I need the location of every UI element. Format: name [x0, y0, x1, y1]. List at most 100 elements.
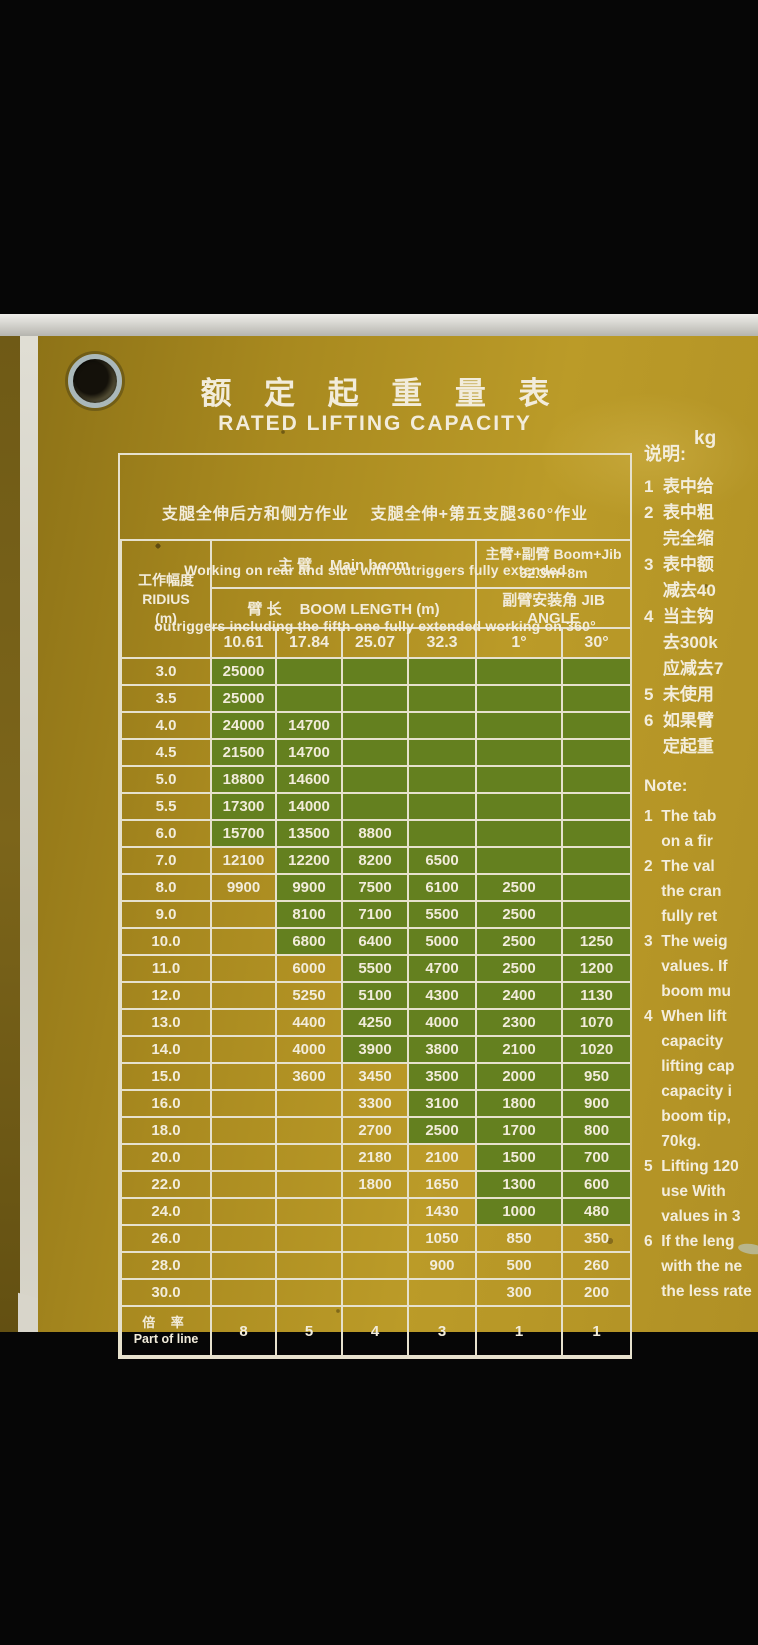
capacity-cell: 6400 [341, 927, 409, 956]
capacity-cell: 4400 [275, 1008, 343, 1037]
capacity-cell [561, 738, 633, 767]
capacity-cell: 1430 [406, 1197, 478, 1226]
capacity-cell: 500 [475, 1251, 564, 1280]
capacity-cell [275, 1197, 343, 1226]
boom-length-en: BOOM LENGTH (m) [299, 600, 440, 618]
capacity-cell [475, 711, 564, 740]
radius-header-zh: 工作幅度 [138, 571, 194, 588]
capacity-cell: 1000 [475, 1197, 564, 1226]
note-line-en: 70kg. [644, 1133, 701, 1150]
capacity-cell [210, 1278, 277, 1307]
capacity-cell: 2400 [475, 981, 564, 1010]
column-values-row: 10.61 17.84 25.07 32.3 1° 30° [121, 627, 633, 659]
capacity-cell [406, 765, 478, 794]
note-line-en: 3 The weig [644, 933, 728, 950]
capacity-cell [341, 792, 409, 821]
capacity-cell: 3800 [406, 1035, 478, 1064]
table-row: 3.0 25000 [120, 657, 633, 686]
capacity-cell [275, 1278, 343, 1307]
capacity-cell: 3900 [341, 1035, 409, 1064]
note-line-zh: 1 表中给 [644, 477, 714, 496]
capacity-cell [341, 765, 409, 794]
note-line-zh: 去300k [644, 633, 718, 652]
mounting-hole [68, 354, 122, 408]
radius-cell: 24.0 [120, 1197, 212, 1226]
capacity-cell: 1800 [341, 1170, 409, 1199]
capacity-cell [341, 711, 409, 740]
capacity-cell [475, 657, 564, 686]
capacity-cell [210, 1116, 277, 1145]
capacity-cell: 950 [561, 1062, 633, 1091]
capacity-cell [210, 1224, 277, 1253]
note-line-zh: 5 未使用 [644, 685, 714, 704]
jib-angle-zh: 副臂安装角 [502, 592, 578, 609]
note-line-zh: 应减去7 [644, 659, 724, 678]
main-boom-en: Main boom [330, 556, 410, 574]
note-line-en: boom tip, [644, 1108, 731, 1125]
capacity-cell [561, 657, 633, 686]
capacity-cell: 5500 [406, 900, 478, 929]
radius-cell: 10.0 [120, 927, 212, 956]
note-line-en: the less rate [644, 1283, 752, 1300]
boom-length-zh: 臂 长 [247, 600, 282, 618]
capacity-cell: 7100 [341, 900, 409, 929]
capacity-cell: 900 [406, 1251, 478, 1280]
capacity-cell [561, 792, 633, 821]
capacity-cell: 8100 [275, 900, 343, 929]
capacity-cell [561, 765, 633, 794]
note-line-zh: 6 如果臂 [644, 711, 714, 730]
capacity-cell: 4700 [406, 954, 478, 983]
jib-angle-en: JIB ANGLE [527, 592, 605, 627]
radius-cell: 5.0 [120, 765, 212, 794]
table-row: 11.0 6000 5500 4700 2500 1200 [120, 954, 633, 983]
capacity-cell: 1650 [406, 1170, 478, 1199]
radius-cell: 3.5 [120, 684, 212, 713]
table-row: 24.0 1430 1000 480 [120, 1197, 633, 1226]
table-row: 7.0 12100 12200 8200 6500 [120, 846, 633, 875]
capacity-cell [210, 1170, 277, 1199]
table-row: 8.0 9900 9900 7500 6100 2500 [120, 873, 633, 902]
note-line-en: capacity i [644, 1083, 732, 1100]
radius-header-en: RIDIUS [142, 590, 190, 607]
notes-panel: 说明: 1 表中给 2 表中粗 完全缩 3 表中额 减去40 4 当主钩 去300k … [644, 336, 758, 1300]
capacity-cell [406, 792, 478, 821]
capacity-cell: 2500 [406, 1116, 478, 1145]
capacity-cell: 6500 [406, 846, 478, 875]
capacity-cell [275, 1143, 343, 1172]
capacity-cell: 600 [561, 1170, 633, 1199]
radius-cell: 12.0 [120, 981, 212, 1010]
capacity-cell: 2500 [475, 900, 564, 929]
capacity-cell [210, 1251, 277, 1280]
capacity-cell: 2500 [475, 873, 564, 902]
capacity-cell [561, 873, 633, 902]
statement-zh: 支腿全伸后方和侧方作业 支腿全伸+第五支腿360°作业 [161, 506, 589, 523]
capacity-cell: 4250 [341, 1008, 409, 1037]
capacity-cell [275, 1251, 343, 1280]
capacity-cell: 2180 [341, 1143, 409, 1172]
capacity-table-head: 工作幅度 RIDIUS (m) 主 臂 Main boom 主臂+副臂 Boom+… [120, 539, 633, 659]
capacity-table: 工作幅度 RIDIUS (m) 主 臂 Main boom 主臂+副臂 Boom+… [120, 539, 633, 1357]
capacity-cell: 14000 [275, 792, 343, 821]
capacity-cell: 14600 [275, 765, 343, 794]
capacity-cell [406, 684, 478, 713]
capacity-cell: 3600 [275, 1062, 343, 1091]
radius-cell: 26.0 [120, 1224, 212, 1253]
table-row: 10.0 6800 6400 5000 2500 1250 [120, 927, 633, 956]
radius-cell: 14.0 [120, 1035, 212, 1064]
page-title-en: RATED LIFTING CAPACITY [218, 412, 532, 435]
capacity-cell: 18800 [210, 765, 277, 794]
capacity-cell: 900 [561, 1089, 633, 1118]
plate-left-edge [20, 336, 38, 1332]
capacity-cell [475, 765, 564, 794]
capacity-cell: 17300 [210, 792, 277, 821]
capacity-cell [210, 900, 277, 929]
note-line-zh: 4 当主钩 [644, 607, 714, 626]
capacity-cell: 300 [475, 1278, 564, 1307]
radius-cell: 9.0 [120, 900, 212, 929]
capacity-cell: 8200 [341, 846, 409, 875]
table-row: 9.0 8100 7100 5500 2500 [120, 900, 633, 929]
table-row: 5.0 18800 14600 [120, 765, 633, 794]
capacity-cell: 25000 [210, 657, 277, 686]
capacity-cell: 850 [475, 1224, 564, 1253]
